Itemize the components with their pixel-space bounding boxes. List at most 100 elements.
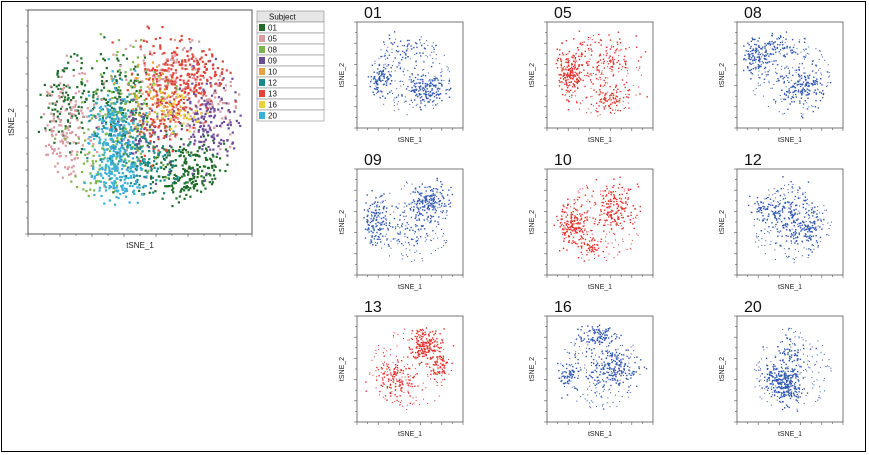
panel-scatter-point [808,83,810,85]
main-scatter-point [166,59,169,62]
main-scatter-point [127,166,130,169]
main-scatter-point [74,175,77,178]
panel-scatter-point [754,49,757,52]
panel-scatter-point [590,48,592,50]
panel-scatter-point [750,58,752,61]
main-scatter-point [166,163,169,166]
main-scatter-point [184,170,187,173]
panel-scatter-point [632,223,634,225]
panel-scatter-point [764,55,766,58]
legend-label: 08 [268,46,277,55]
main-scatter-point [108,132,111,136]
panel-scatter-point [809,74,811,77]
main-scatter-point [161,71,164,74]
main-scatter-point [155,93,158,96]
main-scatter-point [83,72,86,75]
main-scatter-point [164,115,167,118]
main-scatter-point [185,82,188,85]
main-scatter-point [107,165,110,168]
panel-scatter-point [570,206,572,208]
panel-scatter-point [632,205,634,207]
panel-scatter-point [814,106,817,108]
main-scatter-point [181,96,184,99]
main-scatter-point [152,80,155,83]
panel-scatter-point [800,83,802,85]
main-scatter-point [44,129,47,132]
main-scatter-point [56,170,60,173]
main-scatter-point [105,163,108,166]
main-scatter-point [116,177,119,180]
panel-scatter-point [383,206,385,208]
main-scatter-point [185,193,188,196]
panel-scatter-point [577,49,580,51]
panel-scatter-point [743,58,746,60]
main-scatter-point [177,117,180,120]
panel-scatter-point [620,214,623,216]
panel-scatter-point [424,82,426,85]
panel-scatter-point [776,72,778,75]
main-scatter-point [155,78,158,81]
panel-scatter-point [431,195,433,197]
panel-scatter-point [420,100,422,102]
panel-scatter-point [627,102,629,104]
panel-scatter-point [389,222,391,224]
main-scatter-point [234,91,237,94]
panel-scatter-point [603,205,605,207]
main-scatter-point [62,100,65,103]
main-scatter-point [51,102,54,105]
panel-scatter-point [415,65,417,66]
panel-scatter-point [612,93,614,95]
panel-scatter-point [619,222,622,224]
panel-scatter-point [827,64,829,66]
panel-scatter-point [412,81,414,83]
panel-scatter-point [624,107,626,108]
panel-scatter-point [573,229,575,231]
panel-scatter-point [428,93,430,95]
main-scatter-point [100,194,103,198]
panel-scatter-point [376,83,379,86]
main-scatter-point [122,191,125,194]
panel-scatter-point [772,43,774,45]
main-scatter-point [130,165,133,168]
panel-scatter-point [397,45,399,48]
panel-scatter-point [570,77,572,80]
panel-scatter-point [774,193,776,194]
main-scatter-point [150,164,153,167]
panel-scatter-point [374,79,377,81]
main-scatter-point [155,83,158,86]
panel-scatter-point [390,80,393,82]
panel-scatter-point [767,73,769,76]
main-scatter-point [69,116,72,119]
panel-scatter-point [748,58,750,60]
main-scatter-point [106,127,109,130]
panel-scatter-point [570,219,573,221]
main-scatter-point [114,151,117,154]
main-scatter-point [170,102,173,105]
main-scatter-point [210,158,213,162]
main-scatter-point [193,115,196,119]
main-scatter-point [129,68,132,71]
main-scatter-point [152,164,155,167]
panel-scatter-point [558,85,561,87]
main-scatter-point [57,87,60,91]
panel-scatter-point [751,37,753,39]
panel-scatter-point [787,91,789,93]
panel-scatter-point [414,99,416,101]
main-scatter-point [189,100,192,103]
panel-scatter-point [400,59,403,61]
panel-scatter-point [621,228,623,230]
panel-scatter-point [407,256,409,258]
panel-scatter-point [606,233,608,235]
main-scatter-point [59,82,62,85]
panel-scatter-point [609,95,611,97]
main-scatter-point [174,181,177,185]
panel-scatter-point [777,191,779,193]
panel-scatter-point [414,67,416,69]
main-scatter-point [167,78,170,81]
panel-scatter-point [576,78,578,80]
main-scatter-point [151,67,155,70]
panel-scatter-point [563,237,565,240]
panel-scatter-point [601,195,603,197]
panel-scatter-point [380,49,382,51]
panel-scatter-point [384,215,387,217]
